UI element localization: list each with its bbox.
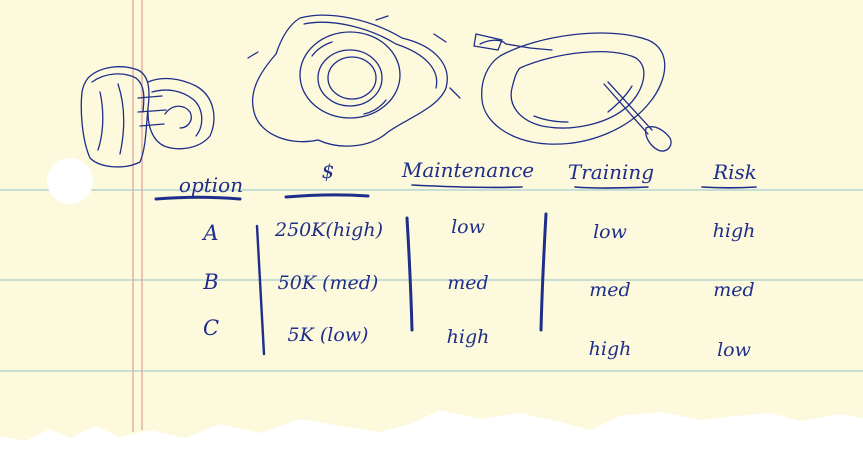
column-dividers [255, 212, 548, 356]
row-a-cost: 250K(high) [275, 219, 383, 241]
row-b-training: med [589, 279, 631, 301]
header-cost: $ [321, 159, 335, 183]
header-underlines [154, 184, 757, 201]
margin-lines [132, 0, 143, 432]
row-c-risk: low [717, 339, 751, 361]
row-a-risk: high [712, 220, 756, 242]
rule-lines [0, 189, 863, 372]
row-b-risk: med [713, 279, 755, 301]
paper-sheet [0, 0, 863, 441]
row-a-training: low [593, 221, 627, 243]
row-a-option: A [203, 221, 219, 245]
row-b-cost: 50K (med) [277, 272, 379, 294]
row-c-cost: 5K (low) [287, 324, 369, 346]
life-jacket-icon [80, 66, 215, 168]
header-risk: Risk [713, 160, 757, 184]
row-c-training: high [588, 338, 632, 360]
life-ring-icon [247, 14, 461, 147]
row-b-maintenance: med [447, 272, 489, 294]
raft-with-paddle-icon [473, 32, 672, 152]
row-b-option: B [203, 270, 219, 294]
row-a-maintenance: low [451, 216, 485, 238]
punch-hole [47, 158, 93, 204]
header-option: option [178, 173, 244, 197]
header-maintenance: Maintenance [401, 158, 535, 182]
row-c-maintenance: high [446, 326, 490, 348]
header-training: Training [567, 160, 655, 184]
row-c-option: C [202, 316, 220, 340]
